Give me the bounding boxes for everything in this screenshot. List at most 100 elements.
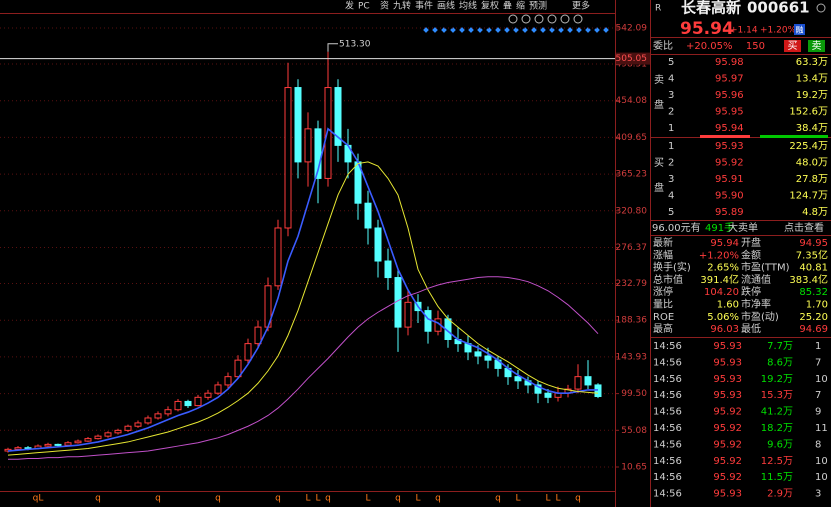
toolbar-icon[interactable] (508, 14, 518, 24)
stat-value: 391.4亿 (700, 273, 739, 286)
event-marker[interactable]: q (435, 494, 441, 504)
event-icon (495, 27, 501, 33)
event-marker[interactable]: q (275, 494, 281, 504)
book-price: 95.89 (715, 207, 744, 218)
event-icon (603, 27, 609, 33)
candle-body (274, 227, 282, 287)
event-icon (459, 27, 465, 33)
candle-body (154, 413, 162, 419)
stat-value: 40.81 (799, 263, 828, 274)
tick-volume: 15.3万 (761, 390, 793, 401)
price-change-pct: +1.20% (760, 26, 797, 36)
y-tick-label: 454.08 (616, 96, 648, 106)
event-marker[interactable]: qL (33, 494, 44, 504)
event-marker[interactable]: L (555, 494, 560, 504)
stat-label: 开盘 (741, 236, 761, 249)
settings-icon[interactable] (816, 3, 826, 13)
tick-time: 14:56 (653, 456, 682, 467)
event-marker[interactable]: q (495, 494, 501, 504)
book-volume: 152.6万 (789, 107, 828, 118)
book-level: 2 (668, 107, 674, 118)
book-side-label: 卖 (654, 74, 664, 86)
toolbar-button[interactable]: 均线 (459, 0, 477, 12)
toolbar-button[interactable]: 缩 (516, 0, 525, 12)
toolbar-button[interactable]: 事件 (415, 0, 433, 12)
candle-body (164, 409, 172, 415)
y-tick-label: 409.65 (616, 133, 648, 143)
toolbar-button[interactable]: 预测 (529, 1, 547, 12)
toolbar-icon[interactable] (560, 14, 570, 24)
toolbar-icon[interactable] (573, 14, 583, 24)
moving-average-line (7, 161, 599, 456)
event-marker[interactable]: L (415, 494, 420, 504)
toolbar-icon[interactable] (534, 14, 544, 24)
buy-button-bg[interactable] (784, 40, 801, 52)
stat-value: 5.06% (707, 312, 739, 323)
event-marker[interactable]: q (215, 494, 221, 504)
candle-body (104, 432, 112, 437)
toolbar-button[interactable]: 叠 (503, 1, 512, 12)
book-price: 95.92 (715, 158, 744, 169)
event-marker[interactable]: q (325, 494, 331, 504)
event-marker[interactable]: q (155, 494, 161, 504)
stock-name: 长春高新 (681, 0, 741, 17)
stat-label: 市净率 (741, 298, 771, 311)
toolbar-button[interactable]: 资 (380, 1, 389, 12)
tick-price: 95.93 (713, 390, 742, 401)
tick-price: 95.92 (713, 423, 742, 434)
event-marker[interactable]: L (315, 494, 320, 504)
toolbar-icon[interactable] (521, 14, 531, 24)
candle-body (424, 310, 432, 332)
event-icon (567, 27, 573, 33)
event-marker[interactable]: q (95, 494, 101, 504)
book-volume: 124.7万 (789, 191, 828, 202)
candle-body (284, 87, 292, 229)
candle-body (94, 435, 102, 440)
toolbar-button[interactable]: 画线 (437, 0, 455, 12)
candle-body (124, 425, 132, 431)
big-order-notice: 点击查看 (784, 221, 824, 234)
book-volume: 38.4万 (796, 123, 828, 134)
candle-body (44, 443, 52, 447)
book-level: 3 (668, 174, 674, 185)
candle-body (364, 202, 372, 229)
candle-body (484, 355, 492, 361)
event-marker[interactable]: L (545, 494, 550, 504)
event-marker[interactable]: L (305, 494, 310, 504)
toolbar-button[interactable]: 复权 (481, 0, 499, 12)
stat-value: 94.95 (799, 238, 828, 249)
chart: 发PC资九转事件画线均线复权叠缩预测更多542.09498.51454.0840… (0, 0, 650, 504)
toolbar-button[interactable]: 九转 (393, 0, 411, 12)
candle-body (544, 392, 552, 398)
tick-volume: 7.7万 (767, 341, 793, 352)
moving-average-line (8, 276, 599, 460)
event-marker[interactable]: L (515, 494, 520, 504)
y-tick-label: 365.23 (616, 170, 648, 180)
toolbar-button[interactable]: 发 (345, 0, 354, 12)
depth-bar (700, 135, 750, 138)
toolbar-button[interactable]: PC (358, 2, 370, 12)
tick-time: 14:56 (653, 390, 682, 401)
event-icon (594, 27, 600, 33)
stock-code: 000661 (747, 0, 810, 17)
toolbar-icon[interactable] (547, 14, 557, 24)
book-level: 5 (668, 207, 674, 218)
candle-body (64, 442, 72, 446)
candle-body (334, 87, 342, 146)
y-tick-label: 188.36 (616, 316, 648, 326)
stat-value: 85.32 (799, 287, 828, 298)
candle-body (54, 443, 62, 446)
candle-body (184, 400, 192, 407)
candle-body (594, 384, 602, 397)
price-change: +1.14 (730, 26, 758, 36)
event-icon (468, 27, 474, 33)
sell-button-bg[interactable] (808, 40, 825, 52)
tick-time: 14:56 (653, 472, 682, 483)
event-marker[interactable]: q (395, 494, 401, 504)
event-marker[interactable]: L (365, 494, 370, 504)
toolbar-button[interactable]: 更多 (572, 0, 590, 12)
big-order-notice: 491手 (705, 221, 734, 234)
event-marker[interactable]: q (575, 494, 581, 504)
tick-count: 11 (815, 423, 828, 434)
event-icon (504, 27, 510, 33)
